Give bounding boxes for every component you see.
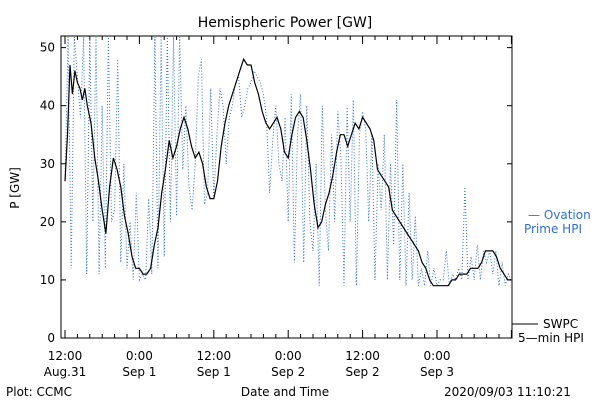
legend-ovation-line2: Prime HPI bbox=[524, 222, 582, 236]
x-axis-label: Date and Time bbox=[241, 385, 329, 399]
y-tick-label: 10 bbox=[40, 273, 55, 287]
y-tick-label: 20 bbox=[40, 215, 55, 229]
y-axis-label: P [GW] bbox=[8, 167, 22, 209]
x-tick-label: 0:00 bbox=[126, 349, 153, 363]
y-tick-label: 50 bbox=[40, 41, 55, 55]
legend-ovation-line1: — Ovation bbox=[528, 208, 591, 222]
swpc-hpi-series-line bbox=[64, 57, 511, 287]
x-tick-date-label: Sep 2 bbox=[346, 365, 380, 379]
x-tick-label: 0:00 bbox=[424, 349, 451, 363]
x-tick-date-label: Sep 1 bbox=[122, 365, 156, 379]
legend-swpc-line1: SWPC bbox=[543, 317, 578, 331]
x-tick-label: 12:00 bbox=[48, 349, 83, 363]
y-tick-label: 0 bbox=[47, 331, 55, 345]
x-tick-label: 12:00 bbox=[345, 349, 380, 363]
ovation-prime-series-line bbox=[64, 36, 512, 288]
timestamp: 2020/09/03 11:10:21 bbox=[444, 385, 571, 399]
x-tick-date-label: Aug.31 bbox=[44, 365, 87, 379]
y-axis-ticks: 0 10 20 30 40 50 bbox=[40, 41, 512, 345]
x-tick-date-label: Sep 3 bbox=[420, 365, 454, 379]
chart-title: Hemispheric Power [GW] bbox=[198, 15, 373, 31]
y-tick-label: 30 bbox=[40, 157, 55, 171]
x-tick-date-label: Sep 1 bbox=[197, 365, 231, 379]
y-tick-label: 40 bbox=[40, 99, 55, 113]
series-layer bbox=[64, 36, 512, 288]
x-tick-label: 12:00 bbox=[197, 349, 232, 363]
x-axis-ticks: 12:00 Aug.31 0:00 Sep 1 12:00 Sep 1 0:00 Sep 2 1… bbox=[44, 36, 512, 379]
legend-swpc-line2: 5—min HPI bbox=[518, 331, 584, 345]
x-tick-label: 0:00 bbox=[275, 349, 302, 363]
plot-frame bbox=[60, 35, 513, 339]
plot-credit: Plot: CCMC bbox=[6, 385, 72, 399]
x-tick-date-label: Sep 2 bbox=[271, 365, 305, 379]
